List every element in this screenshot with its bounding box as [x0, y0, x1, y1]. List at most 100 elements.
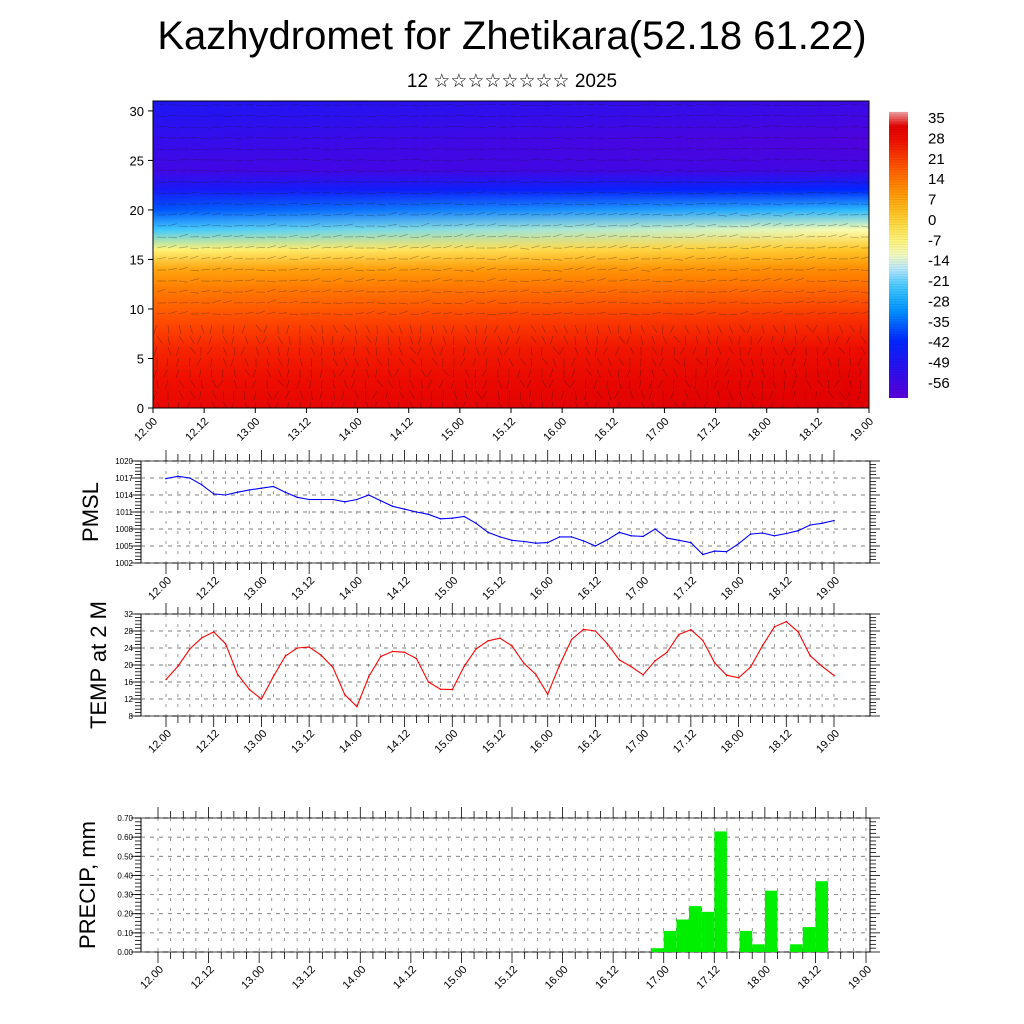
x-tick-label: 12.12: [194, 575, 222, 603]
colorbar-label: 0: [928, 212, 936, 229]
heatmap-y-tick-label: 10: [130, 302, 144, 317]
heatmap-x-tick-label: 19.00: [848, 416, 876, 444]
x-tick-label: 17.12: [694, 964, 722, 992]
colorbar-label: -7: [928, 232, 941, 249]
data-point: [809, 524, 811, 526]
data-point: [332, 498, 334, 501]
x-tick-label: 14.00: [340, 964, 368, 992]
x-tick-label: 18.00: [719, 728, 747, 756]
chart-title: Kazhydromet for Zhetikara(52.18 61.22): [157, 14, 867, 58]
x-tick-label: 12.00: [138, 964, 166, 992]
data-point: [618, 531, 621, 534]
data-point: [308, 646, 310, 648]
heatmap-x-tick-label: 18.12: [797, 416, 825, 444]
precip-bar: [714, 831, 727, 952]
data-point: [511, 645, 513, 647]
x-tick-label: 17.12: [671, 728, 699, 756]
data-point: [546, 693, 549, 696]
y-tick-label: 0.30: [117, 891, 133, 900]
data-point: [177, 475, 179, 478]
data-point: [499, 536, 501, 538]
data-point: [535, 673, 537, 676]
precip-bar: [701, 911, 715, 952]
heatmap-y-tick-label: 25: [130, 153, 144, 168]
data-point: [666, 651, 668, 654]
data-point: [165, 477, 167, 480]
precip-bar: [752, 944, 765, 952]
colorbar-label: -35: [928, 314, 950, 331]
y-tick-label: 8: [129, 712, 134, 721]
data-point: [368, 494, 370, 496]
data-point: [189, 477, 191, 479]
y-tick-label: 0.20: [117, 910, 133, 919]
data-point: [749, 666, 752, 668]
data-point: [368, 675, 370, 678]
data-point: [654, 660, 656, 662]
data-point: [332, 666, 334, 669]
data-point: [773, 535, 776, 537]
precip-bar: [651, 948, 664, 952]
x-tick-label: 13.00: [242, 575, 270, 603]
pmsl-chart: 1002 1005 1008 1011 1014 1017 1020 12.00 12.12 13…: [78, 450, 880, 603]
colorbar-label: -21: [928, 273, 950, 290]
data-point: [201, 637, 203, 639]
data-point: [403, 651, 406, 654]
heatmap-x-tick-label: 16.00: [541, 416, 569, 444]
colorbar-label: -14: [928, 253, 950, 270]
x-tick-label: 14.00: [337, 728, 365, 756]
data-point: [821, 665, 823, 668]
precip-bar: [689, 906, 702, 952]
x-tick-label: 19.00: [814, 575, 842, 603]
precip-bar: [764, 890, 778, 952]
data-point: [618, 659, 621, 661]
data-point: [761, 645, 764, 647]
data-point: [189, 648, 191, 650]
plot-frame: [140, 460, 871, 564]
y-tick-label: 0.40: [117, 871, 133, 880]
data-point: [427, 681, 430, 683]
y-tick-label: 1005: [115, 542, 133, 551]
data-point: [642, 674, 644, 676]
x-tick-label: 13.00: [239, 964, 267, 992]
data-point: [630, 535, 632, 537]
y-tick-label: 0.60: [117, 833, 133, 842]
data-point: [296, 496, 299, 499]
x-tick-label: 16.12: [576, 575, 604, 603]
data-point: [260, 698, 263, 700]
x-tick-label: 15.12: [480, 728, 508, 756]
data-point: [833, 519, 835, 522]
x-tick-label: 17.00: [623, 575, 651, 603]
data-point: [713, 662, 716, 664]
data-point: [284, 491, 287, 494]
x-tick-label: 13.12: [289, 728, 317, 756]
data-point: [702, 553, 704, 556]
y-tick-label: 0.10: [117, 929, 133, 938]
heatmap-x-tick-label: 16.12: [592, 416, 620, 444]
data-point: [702, 639, 704, 642]
data-point: [201, 484, 203, 486]
data-point: [737, 542, 740, 545]
data-point: [642, 535, 644, 538]
y-tick-label: 1020: [115, 457, 133, 466]
data-point: [475, 648, 477, 650]
data-point: [272, 675, 275, 678]
data-point: [594, 630, 597, 632]
data-point: [797, 529, 799, 532]
data-point: [594, 545, 597, 547]
data-point: [690, 541, 692, 544]
data-point: [391, 650, 394, 653]
data-point: [415, 657, 418, 660]
x-tick-label: 13.12: [290, 964, 318, 992]
colorbar-label: 35: [928, 110, 945, 127]
x-tick-label: 19.00: [814, 728, 842, 756]
data-point: [606, 643, 609, 645]
data-point: [344, 501, 346, 503]
data-point: [463, 665, 466, 668]
data-point: [606, 539, 609, 541]
data-point: [451, 688, 454, 691]
data-point: [296, 647, 299, 649]
precip-bar: [802, 927, 816, 952]
data-point: [236, 673, 239, 676]
colorbar-gradient: [889, 112, 908, 398]
x-tick-label: 18.12: [796, 964, 824, 992]
